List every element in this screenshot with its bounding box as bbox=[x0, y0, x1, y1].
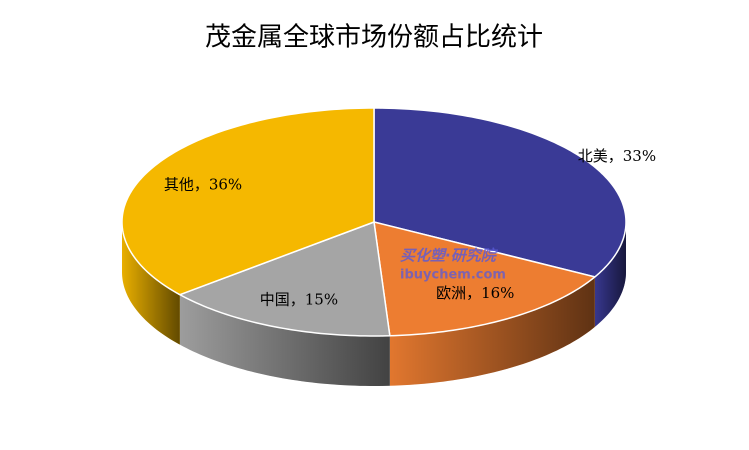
watermark: ibuychem.com bbox=[400, 268, 506, 283]
pie-sides bbox=[122, 222, 626, 386]
pie-slice bbox=[178, 220, 391, 337]
watermark: 买化塑·研究院 bbox=[400, 247, 499, 265]
labels: 北美，33% 欧洲，16% 中国，15% 其他，36% 买化塑·研究院 ibuychem.… bbox=[164, 147, 656, 308]
pie-slice bbox=[373, 107, 627, 278]
pie-tops bbox=[121, 107, 627, 337]
pie-side-shade bbox=[122, 222, 180, 345]
data-label: 中国，15% bbox=[260, 290, 338, 308]
data-label: 其他，36% bbox=[164, 176, 242, 194]
pie-side-shade bbox=[594, 222, 626, 327]
pie-side-shade bbox=[389, 276, 595, 386]
data-label: 欧洲，16% bbox=[436, 284, 514, 302]
chart-title: 茂金属全球市场份额占比统计 bbox=[205, 23, 543, 53]
pie-slice bbox=[373, 221, 597, 337]
pie-slice bbox=[121, 107, 375, 296]
data-label: 北美，33% bbox=[578, 147, 656, 165]
pie-side-shade bbox=[179, 294, 390, 386]
